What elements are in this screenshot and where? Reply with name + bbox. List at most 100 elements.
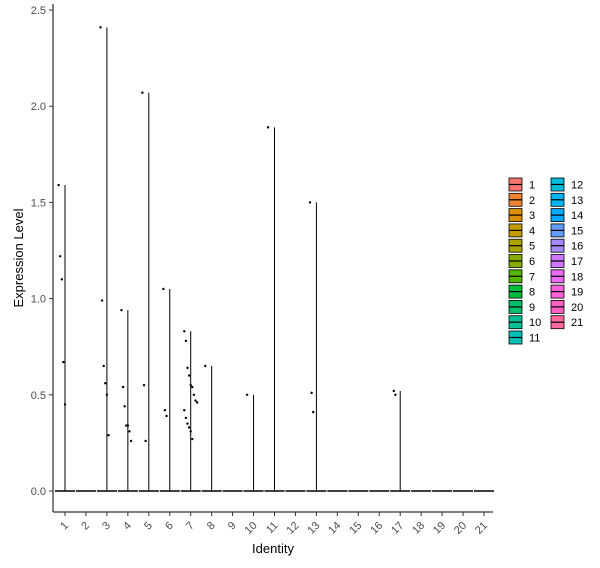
- x-tick-label: 5: [142, 520, 155, 533]
- x-axis-title: Identity: [252, 541, 294, 556]
- legend-item-2: 2: [508, 192, 535, 207]
- data-point: [129, 439, 133, 443]
- x-tick-label: 10: [243, 520, 260, 537]
- legend-label: 19: [571, 287, 583, 299]
- y-tick-label: 0.0: [31, 486, 46, 498]
- data-point: [394, 393, 397, 396]
- legend-label: 21: [571, 317, 583, 329]
- violin-7: [180, 331, 201, 492]
- x-tick-label: 12: [284, 520, 301, 537]
- x-tick-label: 6: [163, 520, 176, 533]
- data-point: [102, 364, 105, 368]
- data-point: [123, 405, 126, 408]
- y-tick-label: 0.5: [31, 390, 46, 402]
- legend-label: 9: [529, 302, 535, 314]
- data-point: [121, 385, 125, 389]
- data-point: [187, 374, 191, 377]
- data-point: [191, 385, 194, 389]
- legend-label: 12: [571, 180, 583, 192]
- legend-item-8: 8: [508, 284, 535, 299]
- data-point: [308, 201, 312, 204]
- legend-label: 20: [571, 302, 583, 314]
- data-point: [107, 434, 110, 437]
- x-tick-label: 15: [347, 520, 364, 537]
- x-tick-label: 1: [58, 520, 71, 533]
- data-point: [100, 299, 104, 302]
- data-point: [183, 330, 186, 333]
- data-point: [105, 393, 109, 396]
- legend-item-19: 19: [550, 284, 583, 299]
- plot-panel: [55, 26, 494, 492]
- data-point: [186, 366, 189, 370]
- legend-label: 7: [529, 271, 535, 283]
- data-point: [57, 183, 60, 187]
- violin-13: [306, 202, 327, 492]
- data-point: [187, 426, 191, 429]
- legend-item-15: 15: [550, 223, 583, 237]
- legend-item-17: 17: [550, 254, 583, 268]
- legend-item-4: 4: [508, 223, 535, 237]
- data-point: [163, 408, 167, 412]
- legend-label: 16: [571, 241, 583, 253]
- violin-17: [390, 390, 411, 492]
- x-tick-label: 21: [473, 520, 490, 537]
- violin-1: [55, 185, 75, 492]
- data-point: [266, 126, 270, 129]
- data-point: [245, 393, 249, 396]
- legend-item-1: 1: [508, 177, 535, 192]
- data-point: [165, 414, 168, 418]
- legend-label: 3: [529, 210, 535, 222]
- data-point: [189, 383, 192, 387]
- x-tick-label: 19: [431, 520, 448, 537]
- data-point: [144, 439, 147, 443]
- legend-label: 15: [571, 225, 583, 237]
- legend-item-5: 5: [508, 238, 535, 253]
- data-point: [120, 308, 123, 312]
- data-point: [194, 399, 197, 402]
- data-point: [204, 364, 207, 368]
- data-point: [184, 339, 188, 343]
- y-tick-label: 2.0: [31, 101, 46, 113]
- data-point: [141, 91, 144, 94]
- x-tick-label: 2: [79, 520, 92, 533]
- legend-item-9: 9: [508, 299, 535, 314]
- violin-6: [159, 288, 180, 492]
- data-point: [128, 430, 131, 433]
- data-point: [142, 383, 146, 387]
- x-tick-label: 4: [121, 520, 134, 533]
- data-point: [104, 382, 107, 385]
- legend-item-10: 10: [508, 315, 541, 329]
- data-point: [126, 424, 130, 427]
- legend-label: 17: [571, 256, 583, 268]
- legend-label: 10: [529, 317, 541, 329]
- violin-8: [201, 365, 222, 492]
- legend-item-6: 6: [508, 254, 535, 268]
- legend-item-14: 14: [550, 208, 583, 222]
- data-point: [63, 403, 67, 406]
- legend-item-12: 12: [550, 177, 583, 192]
- y-tick-label: 1.0: [31, 294, 46, 306]
- x-tick-label: 13: [305, 520, 322, 537]
- legend-label: 2: [529, 195, 535, 207]
- data-point: [62, 360, 65, 364]
- legend-item-3: 3: [508, 208, 535, 222]
- data-point: [162, 287, 165, 291]
- legend-label: 8: [529, 287, 535, 299]
- x-tick-label: 20: [452, 520, 469, 537]
- legend-label: 13: [571, 195, 583, 207]
- legend-item-21: 21: [550, 315, 583, 329]
- x-tick-label: 7: [184, 520, 197, 533]
- data-point: [59, 255, 62, 258]
- legend-item-16: 16: [550, 238, 583, 253]
- y-tick-label: 1.5: [31, 197, 46, 209]
- legend-item-20: 20: [550, 299, 583, 314]
- legend-label: 6: [529, 256, 535, 268]
- violin-11: [264, 127, 285, 492]
- y-axis-title: Expression Level: [11, 208, 26, 307]
- violin-5: [138, 92, 159, 492]
- data-point: [192, 393, 196, 396]
- x-tick-label: 14: [326, 520, 343, 537]
- legend-label: 1: [529, 180, 535, 192]
- y-tick-label: 2.5: [31, 5, 46, 17]
